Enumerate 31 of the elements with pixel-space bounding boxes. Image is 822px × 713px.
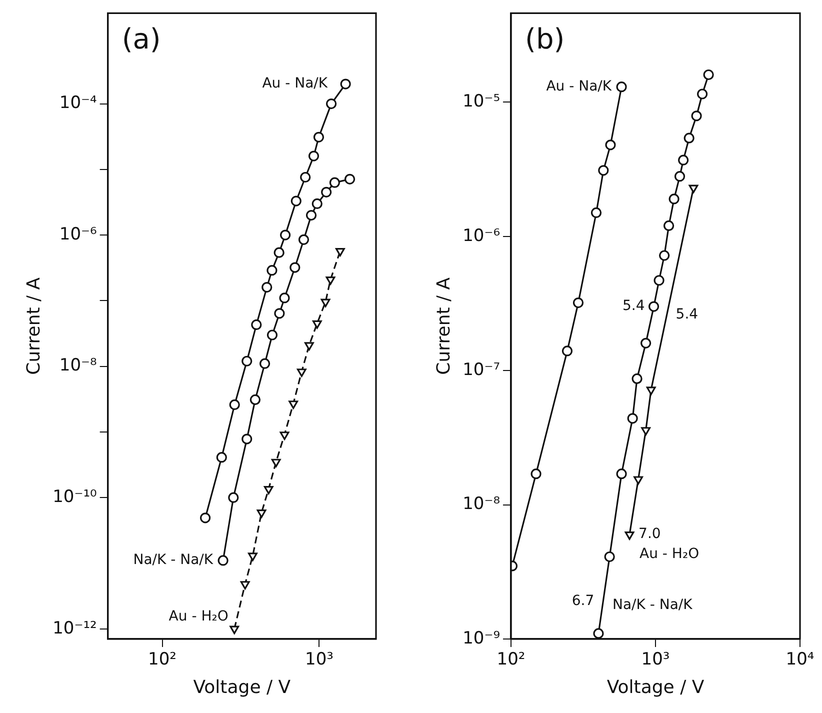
y-tick-label: 10⁻⁵ (462, 92, 500, 112)
annotation: 7.0 (638, 526, 661, 542)
series-label: Na/K - Na/K (612, 597, 694, 614)
x-axis-title: Voltage / V (193, 676, 292, 698)
series-label: Au - H₂O (168, 608, 228, 624)
y-tick-label: 10⁻¹⁰ (52, 486, 98, 507)
series-label: Au - Na/K (546, 78, 612, 94)
x-tick-label: 10² (148, 650, 176, 670)
y-tick-label: 10⁻⁸ (462, 494, 500, 514)
x-axis-title: Voltage / V (606, 676, 705, 698)
y-tick-label: 10⁻⁶ (59, 224, 98, 244)
y-tick-label: 10⁻⁹ (462, 628, 500, 648)
x-tick-label: 10² (496, 650, 526, 670)
y-tick-label: 10⁻⁷ (462, 360, 500, 380)
series-label: Au - H₂O (640, 546, 700, 562)
series-label: Na/K - Na/K (133, 552, 214, 568)
annotation: 5.4 (676, 306, 698, 323)
annotation: 6.7 (572, 593, 594, 610)
y-tick-label: 10⁻⁶ (462, 226, 500, 246)
annotation: (a) (122, 22, 161, 56)
y-tick-label: 10⁻⁸ (59, 356, 98, 376)
x-tick-label: 10³ (641, 650, 670, 670)
x-tick-label: 10³ (304, 650, 334, 670)
y-axis-title: Current / A (23, 276, 44, 375)
annotation: 5.4 (622, 298, 645, 314)
y-axis-title: Current / A (433, 276, 454, 375)
y-tick-label: 10⁻¹² (52, 618, 97, 638)
x-tick-label: 10⁴ (786, 650, 814, 670)
series-label: Au - Na/K (262, 76, 328, 92)
annotation: (b) (525, 22, 565, 56)
y-tick-label: 10⁻⁴ (59, 93, 98, 114)
